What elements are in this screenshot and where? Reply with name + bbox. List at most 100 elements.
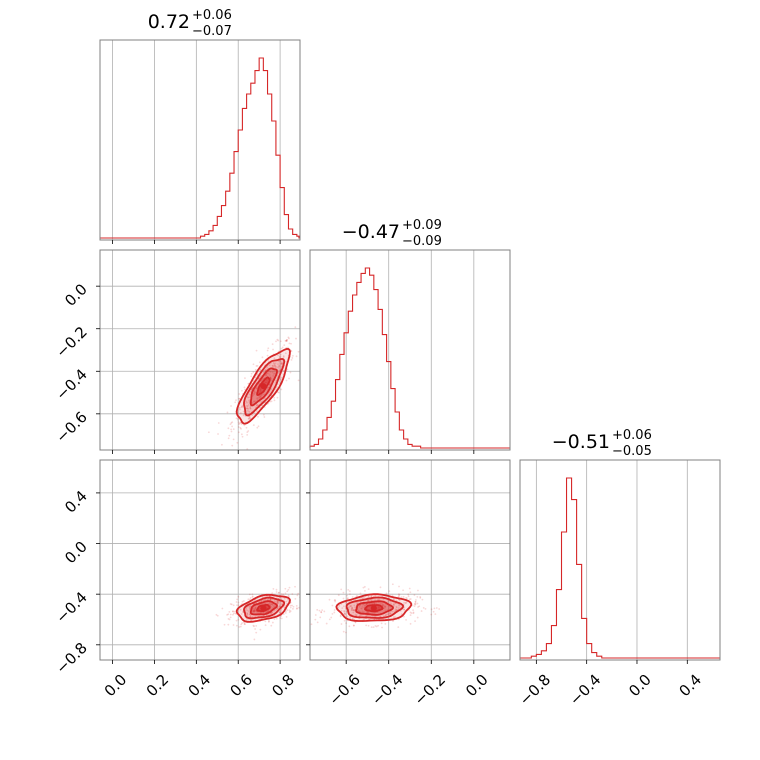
scatter-point: [398, 599, 401, 602]
scatter-point: [261, 393, 263, 396]
histogram-step: [100, 57, 300, 239]
scatter-point: [273, 599, 276, 602]
scatter-point: [245, 607, 247, 610]
scatter-point: [269, 604, 272, 606]
scatter-point: [255, 624, 258, 627]
scatter-point: [254, 368, 257, 371]
scatter-point: [409, 622, 412, 625]
panel-border: [99, 249, 301, 451]
scatter-point: [346, 615, 348, 618]
scatter-point: [243, 424, 246, 427]
scatter-point: [388, 611, 391, 614]
scatter-point: [247, 430, 250, 432]
scatter-point: [337, 594, 340, 597]
scatter-point: [240, 623, 243, 626]
scatter-point: [248, 417, 250, 420]
scatter-point: [271, 592, 274, 595]
scatter-point: [237, 595, 240, 598]
scatter-point: [265, 374, 268, 377]
scatter-point: [278, 605, 280, 608]
scatter-point: [410, 612, 413, 615]
scatter-point: [419, 595, 422, 598]
scatter-point: [346, 597, 349, 599]
scatter-point: [413, 603, 416, 605]
scatter-point: [316, 608, 319, 611]
scatter-point: [435, 607, 438, 609]
scatter-point: [284, 339, 287, 342]
scatter-panel-0-2: 0.0 0.2 0.4 0.6 0.8 0.4 0.0 −0.4 −0.8: [52, 459, 301, 700]
scatter-point: [386, 613, 389, 616]
scatter-point: [280, 388, 283, 391]
scatter-point: [424, 608, 427, 610]
scatter-point: [416, 616, 419, 619]
scatter-point: [241, 389, 243, 392]
scatter-point: [262, 393, 265, 396]
scatter-point: [374, 615, 377, 618]
scatter-point: [288, 342, 291, 345]
scatter-point: [393, 610, 396, 613]
scatter-point: [246, 401, 248, 404]
scatter-point: [239, 412, 242, 414]
scatter-point: [221, 607, 224, 610]
scatter-point: [281, 363, 284, 366]
scatter-point: [375, 625, 378, 628]
scatter-point: [207, 431, 210, 434]
scatter-point: [339, 615, 342, 618]
scatter-point: [360, 607, 363, 610]
scatter-point: [269, 604, 272, 606]
scatter-point: [272, 604, 274, 607]
scatter-point: [367, 599, 370, 602]
scatter-point: [339, 614, 342, 617]
scatter-point: [249, 598, 251, 601]
scatter-point: [377, 624, 380, 627]
scatter-point: [272, 587, 275, 590]
scatter-point: [238, 408, 241, 411]
scatter-point: [229, 423, 232, 426]
scatter-point: [274, 366, 277, 369]
diag-title: −0.47 +0.09−0.09: [342, 218, 442, 249]
scatter-point: [230, 603, 233, 606]
scatter-point: [381, 604, 384, 606]
scatter-point: [257, 415, 259, 418]
scatter-point: [279, 360, 282, 363]
scatter-point: [377, 598, 379, 601]
scatter-point: [254, 607, 257, 610]
title-lower: −0.07: [192, 24, 232, 39]
scatter-point: [232, 610, 234, 613]
diag-title: 0.72 +0.06−0.07: [148, 8, 232, 39]
scatter-point: [270, 400, 273, 403]
scatter-point: [286, 339, 288, 341]
scatter-point: [282, 613, 285, 616]
scatter-point: [273, 618, 276, 620]
scatter-point: [242, 414, 245, 417]
scatter-point: [307, 599, 309, 601]
scatter-point: [378, 598, 381, 601]
scatter-point: [394, 616, 397, 619]
x-tick-label: −0.4: [566, 671, 604, 709]
scatter-point: [269, 598, 272, 601]
scatter-point: [292, 605, 295, 608]
scatter-point: [367, 599, 370, 602]
scatter-point: [354, 598, 357, 601]
scatter-point: [318, 609, 321, 612]
scatter-point: [277, 363, 279, 366]
scatter-point: [331, 612, 334, 615]
scatter-point: [353, 609, 356, 612]
scatter-point: [390, 602, 392, 605]
scatter-point: [249, 596, 252, 599]
scatter-point: [361, 606, 364, 608]
scatter-point: [270, 613, 272, 615]
scatter-point: [272, 374, 275, 377]
scatter-point: [232, 438, 235, 441]
x-tick-label: −0.6: [325, 671, 363, 709]
panel-border: [99, 459, 301, 661]
scatter-point: [284, 587, 287, 590]
scatter-point: [271, 603, 274, 606]
scatter-point: [372, 626, 375, 629]
scatter-point: [228, 611, 231, 613]
scatter-point: [252, 424, 255, 427]
scatter-point: [269, 602, 272, 604]
scatter-point: [365, 615, 368, 617]
scatter-point: [262, 371, 265, 374]
scatter-point: [342, 630, 345, 633]
